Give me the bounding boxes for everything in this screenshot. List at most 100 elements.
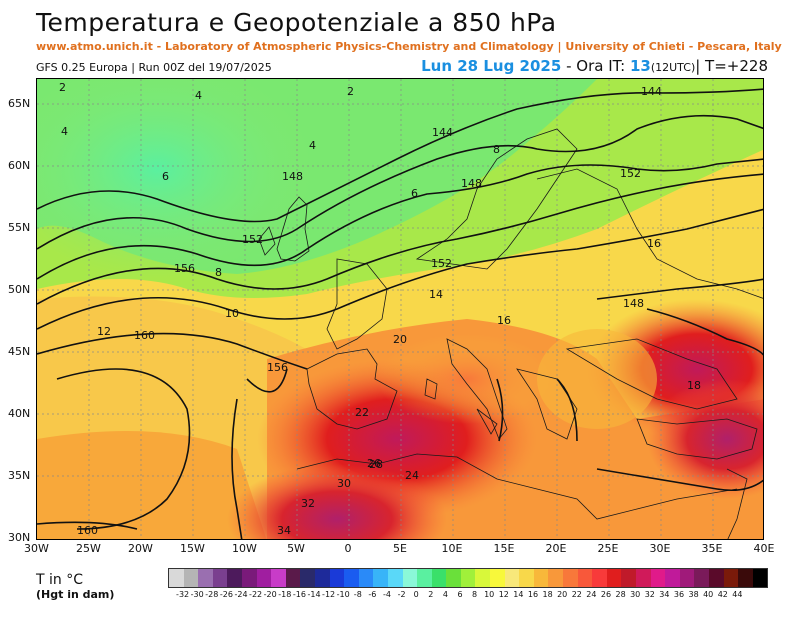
legend-tick: -10 <box>336 590 350 599</box>
isohypse-label: 148 <box>461 177 482 190</box>
color-legend <box>168 568 769 588</box>
legend-tick: -22 <box>249 590 263 599</box>
longitude-label: 5E <box>393 542 407 555</box>
legend-tick: 4 <box>442 590 448 599</box>
temp-label: 8 <box>215 266 222 279</box>
field-sw-orange <box>37 431 267 539</box>
legend-tick: -20 <box>263 590 277 599</box>
temp-label: 22 <box>355 406 369 419</box>
legend-swatch <box>373 569 388 587</box>
legend-label: T in °C <box>36 572 83 588</box>
lead-time: | T=+228 <box>695 57 768 75</box>
legend-swatch <box>329 569 345 587</box>
legend-swatch <box>606 569 622 587</box>
isohypse-label: 152 <box>431 257 452 270</box>
legend-tick: 40 <box>703 590 714 599</box>
temp-label: 10 <box>225 307 239 320</box>
legend-tick: 30 <box>630 590 641 599</box>
legend-swatch <box>300 569 315 587</box>
longitude-label: 5W <box>287 542 305 555</box>
legend-tick: 28 <box>615 590 626 599</box>
legend-swatch <box>285 569 301 587</box>
legend-tick: -8 <box>353 590 362 599</box>
temp-label: 6 <box>411 187 418 200</box>
latitude-label: 55N <box>8 221 31 234</box>
longitude-label: 15W <box>180 542 205 555</box>
legend-tick: 18 <box>542 590 553 599</box>
legend-swatch <box>723 569 739 587</box>
legend-tick: -30 <box>190 590 204 599</box>
field-sahara-hot <box>227 464 447 539</box>
legend-swatch <box>417 569 432 587</box>
legend-swatch <box>577 569 593 587</box>
legend-swatch <box>314 569 330 587</box>
legend-swatch <box>548 569 564 587</box>
temp-label: 12 <box>97 325 111 338</box>
latitude-label: 65N <box>8 97 31 110</box>
longitude-label: 40E <box>753 542 775 555</box>
isohypse-label: 160 <box>77 524 98 537</box>
temperature-labels: 2 2 4 4 4 6 6 8 8 10 12 14 16 16 18 20 2… <box>59 81 701 537</box>
legend-swatch <box>198 569 213 587</box>
legend-sublabel: (Hgt in dam) <box>36 588 115 601</box>
legend-tick: 24 <box>586 590 597 599</box>
legend-swatch <box>241 569 257 587</box>
temp-label: 2 <box>347 85 354 98</box>
legend-tick: -2 <box>397 590 406 599</box>
isohypse-label: 144 <box>641 85 662 98</box>
isohypse-label: 148 <box>282 170 303 183</box>
utc-label: (12UTC) <box>650 61 696 74</box>
legend-tick: -24 <box>234 590 248 599</box>
temp-label: 24 <box>405 469 419 482</box>
legend-swatch <box>358 569 374 587</box>
legend-swatch <box>256 569 272 587</box>
isohypse-label: 148 <box>623 297 644 310</box>
latitude-label: 60N <box>8 159 31 172</box>
longitude-label: 10W <box>232 542 257 555</box>
legend-swatch <box>738 569 753 587</box>
run-info: GFS 0.25 Europa | Run 00Z del 19/07/2025 <box>36 61 272 74</box>
legend-tick: 34 <box>659 590 670 599</box>
valid-time-row: Lun 28 Lug 2025 - Ora IT: 13(12UTC)| T=+… <box>421 57 768 75</box>
isohypse-label: 156 <box>267 361 288 374</box>
legend-swatch <box>490 569 505 587</box>
temp-label: 20 <box>393 333 407 346</box>
isohypse-labels: 144 144 148 148 152 152 156 156 160 160 … <box>77 85 662 537</box>
legend-tick: -26 <box>219 590 233 599</box>
legend-tick: 20 <box>557 590 568 599</box>
temp-label: 2 <box>59 81 66 94</box>
legend-swatch <box>621 569 636 587</box>
legend-tick: 14 <box>513 590 524 599</box>
isohypse-label: 156 <box>174 262 195 275</box>
ora-label: - Ora IT: <box>566 57 626 75</box>
legend-tick: 32 <box>644 590 655 599</box>
temp-label: 8 <box>493 143 500 156</box>
longitude-label: 20E <box>545 542 567 555</box>
legend-swatch <box>504 569 520 587</box>
legend-tick: -12 <box>322 590 336 599</box>
legend-swatch <box>679 569 695 587</box>
legend-tick: 16 <box>527 590 539 599</box>
isohypse-label: 160 <box>134 329 155 342</box>
legend-swatch <box>636 569 651 587</box>
longitude-label: 15E <box>493 542 515 555</box>
longitude-label: 20W <box>128 542 153 555</box>
temp-label: 18 <box>687 379 701 392</box>
latitude-label: 30N <box>8 531 31 544</box>
latitude-label: 40N <box>8 407 31 420</box>
temp-label: 26 <box>367 457 381 470</box>
legend-swatch <box>271 569 286 587</box>
legend-swatch <box>650 569 666 587</box>
latitude-label: 35N <box>8 469 31 482</box>
legend-tick: 2 <box>428 590 434 599</box>
legend-tick: -18 <box>278 590 292 599</box>
isohypse-label: 144 <box>432 126 453 139</box>
legend-tick: -28 <box>205 590 219 599</box>
legend-swatch <box>592 569 607 587</box>
legend-tick: 12 <box>498 590 509 599</box>
latitude-label: 50N <box>8 283 31 296</box>
field-cold-core <box>37 79 317 279</box>
longitude-label: 0 <box>344 542 352 555</box>
ora-value: 13 <box>629 57 651 75</box>
legend-swatch <box>212 569 228 587</box>
